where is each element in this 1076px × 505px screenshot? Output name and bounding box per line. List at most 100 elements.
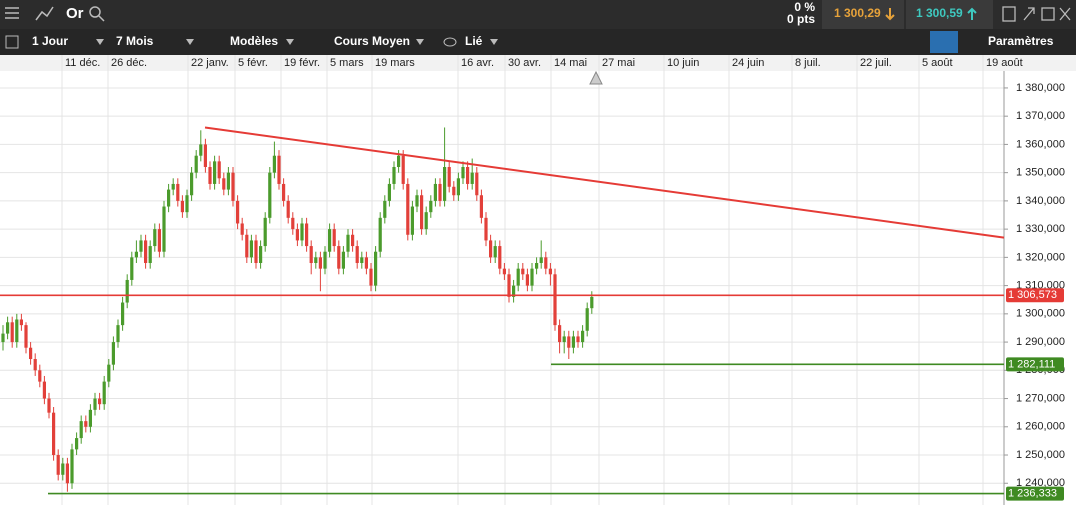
candle-body	[443, 167, 447, 201]
candle-body	[19, 319, 23, 326]
candle-body	[88, 409, 92, 427]
candle-body	[79, 421, 83, 439]
candle-body	[167, 189, 171, 207]
candle-body	[139, 240, 143, 252]
candle-body	[544, 257, 548, 269]
date-axis	[0, 55, 1076, 71]
candle-body	[355, 246, 359, 264]
menu-icon[interactable]	[5, 7, 19, 19]
candle-body	[401, 155, 405, 184]
candle-body	[502, 268, 506, 275]
bid-price: 1 300,29	[834, 6, 881, 20]
settings[interactable]: Paramètres	[988, 34, 1054, 48]
candle-body	[1, 333, 5, 343]
trend-line	[204, 126, 1005, 239]
candle-body	[406, 183, 410, 235]
y-tick-label: 1 370,000	[1016, 110, 1065, 122]
candle-body	[337, 246, 341, 269]
candle-body	[194, 155, 198, 173]
candle-body	[254, 240, 258, 264]
models[interactable]: Modèles	[230, 34, 278, 48]
active-tool[interactable]	[930, 31, 958, 53]
bid-arrow	[885, 8, 895, 21]
candle-body	[328, 229, 332, 252]
candle-body	[415, 195, 419, 207]
candle-body	[249, 240, 253, 258]
candle-body	[525, 274, 529, 286]
range[interactable]: 7 Mois	[116, 34, 154, 48]
candle-body	[153, 229, 157, 247]
candle-body	[199, 144, 203, 156]
x-tick-label: 27 mai	[602, 57, 635, 69]
panel-icon[interactable]	[5, 35, 19, 49]
candle-body	[590, 296, 594, 309]
eye-icon	[443, 37, 457, 47]
candle-body	[282, 183, 286, 201]
interval[interactable]: 1 Jour	[32, 34, 68, 48]
candle-body	[493, 246, 497, 258]
x-tick-label: 22 janv.	[191, 57, 229, 69]
candle-body	[180, 200, 184, 213]
candle-body	[295, 229, 299, 241]
x-tick-label: 30 avr.	[508, 57, 541, 69]
y-tick-label: 1 240,000	[1016, 477, 1065, 489]
price-type[interactable]: Cours Moyen	[334, 34, 410, 48]
y-tick-label: 1 250,000	[1016, 449, 1065, 461]
candle-body	[498, 246, 502, 269]
candle-body	[42, 381, 46, 399]
instrument: Or	[66, 5, 84, 22]
candle-body	[585, 308, 589, 331]
search-icon[interactable]	[89, 6, 105, 22]
x-tick-label: 16 avr.	[461, 57, 494, 69]
y-tick-label: 1 290,000	[1016, 336, 1065, 348]
ask-price: 1 300,59	[916, 6, 963, 20]
candle-body	[429, 200, 433, 213]
ask-box[interactable]	[906, 0, 993, 29]
candle-body	[562, 336, 566, 343]
candle-body	[378, 217, 382, 252]
candle-body	[75, 438, 79, 450]
candle-body	[162, 206, 166, 252]
candle-body	[447, 167, 451, 187]
candle-body	[346, 234, 350, 252]
candle-body	[102, 381, 106, 405]
candle-body	[456, 178, 460, 196]
x-tick-label: 8 juil.	[795, 57, 821, 69]
candle-body	[291, 217, 295, 230]
candle-body	[15, 319, 19, 343]
ask-arrow	[967, 7, 977, 20]
candle-body	[56, 455, 60, 475]
dropdown	[490, 39, 498, 45]
chart-icon[interactable]	[35, 6, 54, 21]
window-icons[interactable]	[1002, 6, 1071, 22]
candle-body	[245, 234, 249, 258]
candle-body	[470, 172, 474, 184]
x-tick-label: 19 mars	[375, 57, 415, 69]
candle-body	[581, 330, 585, 343]
candle-body	[305, 223, 309, 247]
candle-body	[130, 257, 134, 280]
scroll-marker[interactable]	[589, 70, 603, 85]
candle-body	[387, 183, 391, 201]
candle-body	[116, 325, 120, 343]
candle-body	[231, 172, 235, 201]
candle-body	[420, 195, 424, 230]
level-tag	[1006, 486, 1064, 501]
candle-body	[134, 251, 138, 258]
candle-body	[300, 223, 304, 241]
x-tick-label: 22 juil.	[860, 57, 892, 69]
change-pts: 0 pts	[787, 12, 815, 26]
candle-body	[144, 240, 148, 264]
candle-body	[38, 370, 42, 382]
candle-body	[171, 183, 175, 190]
candle-body	[351, 234, 355, 247]
link[interactable]: Lié	[465, 34, 483, 48]
candle-body	[424, 212, 428, 230]
candle-body	[33, 359, 37, 371]
candle-body	[107, 364, 111, 382]
y-tick-label: 1 380,000	[1016, 82, 1065, 94]
candle-body	[475, 172, 479, 196]
candle-body	[217, 161, 221, 179]
